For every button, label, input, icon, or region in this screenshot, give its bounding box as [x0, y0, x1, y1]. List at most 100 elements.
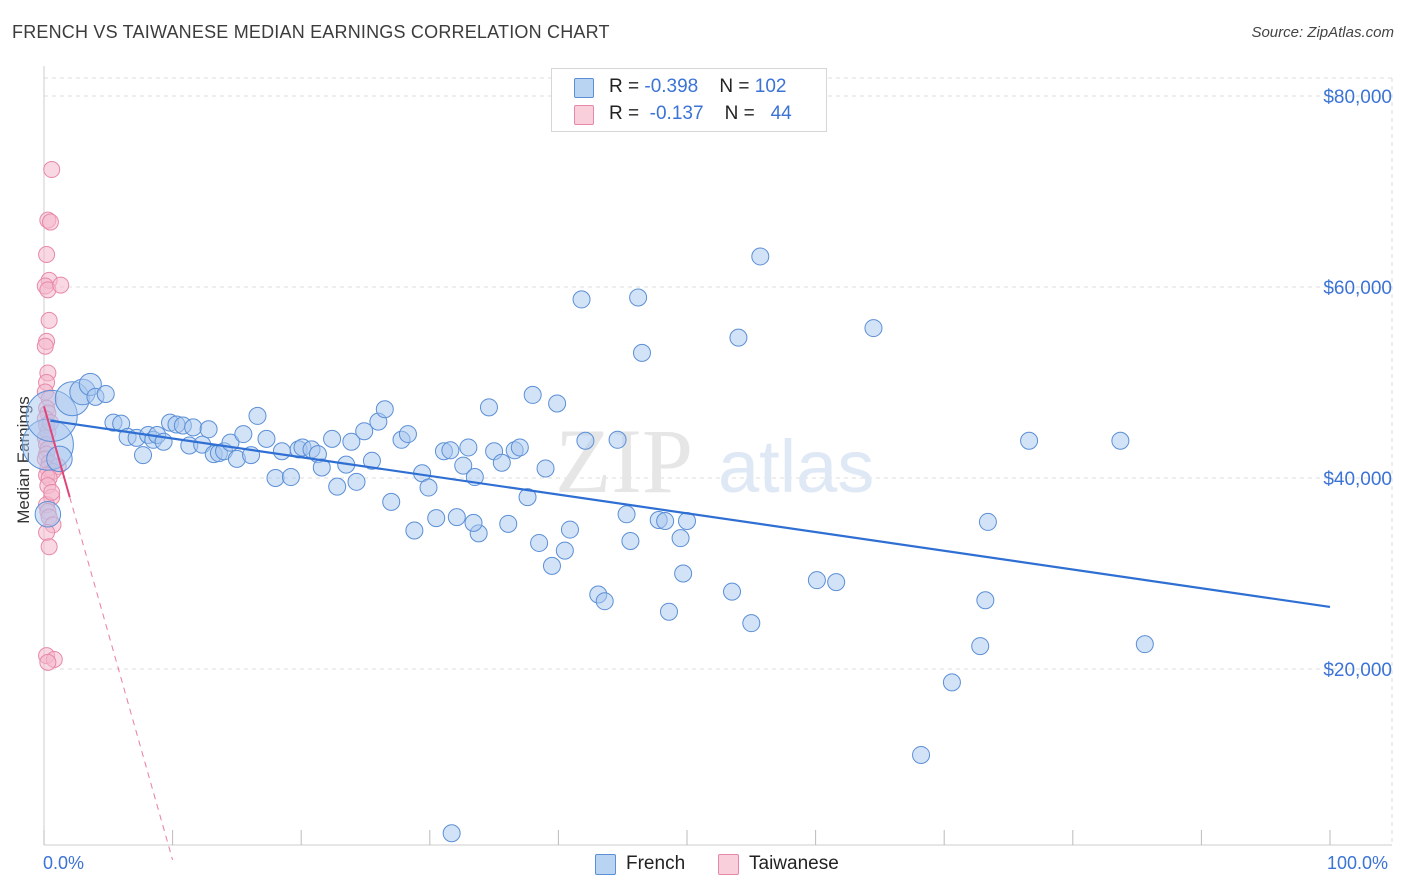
- french-point: [971, 637, 990, 656]
- y-tick-label: $60,000: [1323, 278, 1392, 299]
- y-tick-label: $40,000: [1323, 469, 1392, 490]
- taiwanese-point: [41, 213, 59, 231]
- french-point: [464, 513, 483, 532]
- taiwanese-point: [38, 246, 56, 264]
- french-point: [499, 514, 518, 533]
- correlation-legend: R = -0.398 N = 102 R = -0.137 N = 44: [551, 68, 827, 132]
- taiwanese-swatch: [574, 105, 594, 125]
- french-point: [479, 398, 498, 417]
- french-point: [96, 384, 115, 403]
- french-point: [347, 472, 366, 491]
- french-point: [656, 511, 675, 530]
- french-point: [362, 451, 381, 470]
- french-point: [742, 614, 761, 633]
- taiwanese-n-label: N =: [724, 103, 761, 124]
- french-point: [442, 824, 461, 843]
- french-points: [21, 247, 1154, 843]
- french-point: [523, 385, 542, 404]
- taiwanese-point: [43, 483, 61, 501]
- french-n-value: 102: [754, 76, 787, 97]
- french-point: [723, 582, 742, 601]
- french-point: [659, 602, 678, 621]
- french-point: [576, 431, 595, 450]
- french-point: [382, 492, 401, 511]
- french-r-label: R =: [609, 76, 645, 97]
- taiwanese-point: [40, 311, 58, 329]
- french-point: [419, 478, 438, 497]
- french-point: [617, 505, 636, 524]
- french-swatch: [574, 78, 594, 98]
- french-trend-line: [50, 419, 1331, 609]
- french-point: [629, 288, 648, 307]
- french-point: [912, 745, 931, 764]
- trend-lines: [43, 406, 1331, 861]
- french-point: [266, 469, 285, 487]
- watermark-zip: ZIP: [555, 410, 693, 512]
- french-n-label: N =: [719, 76, 755, 97]
- french-point: [1111, 431, 1130, 450]
- french-point: [536, 459, 555, 478]
- french-legend-swatch: [595, 854, 616, 875]
- y-tick-label: $80,000: [1323, 87, 1392, 108]
- french-point: [671, 529, 690, 548]
- french-point: [257, 429, 276, 448]
- taiwanese-trend-line: [43, 406, 71, 498]
- french-point: [355, 422, 374, 441]
- french-point: [134, 446, 153, 465]
- y-tick-labels: $20,000 $40,000 $60,000 $80,000: [1323, 87, 1392, 681]
- french-point: [608, 430, 627, 449]
- french-point: [375, 400, 394, 419]
- taiwanese-point: [43, 161, 61, 179]
- taiwanese-r-label: R =: [609, 103, 645, 124]
- taiwanese-legend-label: Taiwanese: [749, 853, 839, 874]
- french-point: [459, 438, 478, 457]
- french-point: [248, 406, 267, 425]
- french-point: [751, 247, 770, 266]
- watermark-atlas: atlas: [718, 425, 874, 508]
- french-point: [427, 509, 446, 528]
- french-point: [518, 488, 537, 507]
- french-point: [978, 512, 997, 531]
- taiwanese-n-value: 44: [770, 103, 792, 124]
- french-point: [595, 592, 614, 611]
- chart-title: FRENCH VS TAIWANESE MEDIAN EARNINGS CORR…: [12, 22, 610, 42]
- taiwanese-point: [39, 653, 57, 671]
- french-point: [447, 508, 466, 527]
- taiwanese-legend-swatch: [718, 854, 739, 875]
- french-point: [1020, 431, 1039, 450]
- french-point: [199, 420, 218, 439]
- taiwanese-r-value: -0.137: [649, 103, 704, 124]
- french-legend-label: French: [626, 853, 686, 874]
- source-credit: Source: ZipAtlas.com: [1251, 24, 1394, 41]
- french-point: [572, 290, 591, 309]
- french-point: [1135, 635, 1154, 654]
- taiwanese-point: [40, 538, 58, 556]
- french-point: [530, 533, 549, 552]
- french-point: [184, 418, 203, 437]
- french-point: [323, 429, 342, 448]
- taiwanese-trend-extension: [69, 496, 174, 861]
- french-point: [864, 319, 883, 338]
- french-point: [510, 438, 529, 457]
- french-point: [454, 456, 473, 475]
- french-r-value: -0.398: [644, 76, 699, 97]
- french-point: [976, 591, 995, 610]
- french-point: [398, 425, 417, 444]
- french-point: [674, 564, 693, 583]
- french-point: [405, 521, 424, 540]
- french-point: [621, 532, 640, 551]
- french-point: [441, 441, 460, 460]
- french-point: [328, 477, 347, 496]
- french-point: [34, 501, 62, 528]
- taiwanese-point: [52, 276, 70, 294]
- french-point: [234, 425, 253, 444]
- french-point: [548, 394, 567, 413]
- x-tick-min: 0.0%: [43, 853, 85, 873]
- french-point: [729, 328, 748, 347]
- french-point: [942, 673, 961, 692]
- french-point: [807, 571, 826, 590]
- x-tick-max: 100.0%: [1327, 853, 1389, 873]
- french-point: [555, 541, 574, 560]
- watermark: ZIP atlas: [555, 410, 874, 512]
